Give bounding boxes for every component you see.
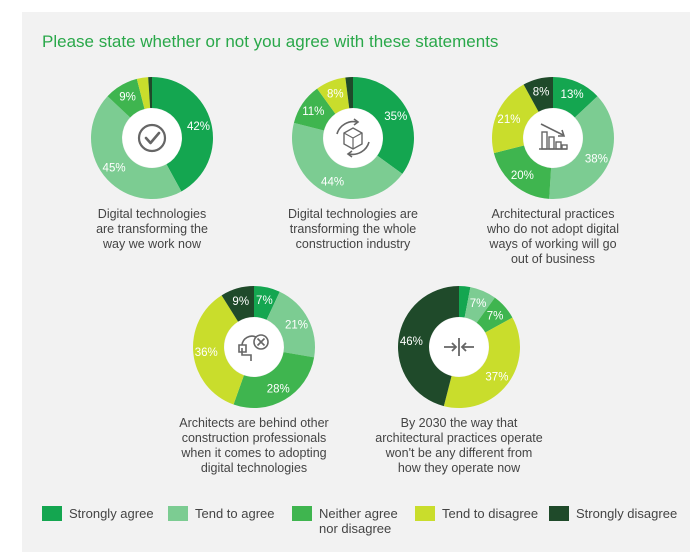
slice-value-label: 37% <box>485 371 508 383</box>
slice-value-label: 21% <box>497 114 520 126</box>
donut-slice-tend-to-agree <box>464 287 495 323</box>
slice-value-label: 9% <box>119 92 136 104</box>
legend-label: Tend to disagree <box>442 506 539 521</box>
donut-slice-strongly-agree <box>353 77 414 174</box>
donut-slice-tend-to-agree <box>91 96 182 199</box>
caption-line: transforming the whole <box>289 222 417 236</box>
donut-chart-2030-no-different: 7%7% 37% 46% <box>398 286 520 408</box>
legend-label: Strongly agree <box>69 506 154 521</box>
legend-label-line2: nor disagree <box>319 521 392 536</box>
donut-slice-tend-to-disagree <box>136 77 151 109</box>
donut-slice-tend-to-agree <box>549 96 614 199</box>
caption-line: out of business <box>510 252 596 266</box>
caption-2030-no-different: By 2030 the way that architectural practi… <box>354 416 564 476</box>
slice-value-label: 45% <box>103 162 126 174</box>
donut-slice-strongly-disagree <box>345 77 353 109</box>
donut-slice-strongly-disagree <box>221 286 254 322</box>
donut-slice-neither <box>233 352 315 408</box>
caption-line: who do not adopt digital <box>486 222 620 236</box>
slice-value-label: 7% <box>487 310 504 322</box>
donut-slice-strongly-disagree <box>398 286 459 407</box>
caption-line: architectural practices operate <box>375 431 543 445</box>
slice-value-label: 13% <box>561 89 584 101</box>
donut-hole <box>224 317 284 377</box>
donut-chart-architects-behind: 7% 21% 28% 36% 9% <box>193 286 315 408</box>
slice-value-label: 7% <box>470 298 487 310</box>
donut-chart-out-of-business: 13% 38% 20% 21% 8% <box>492 77 614 199</box>
donut-hole <box>122 108 182 168</box>
survey-panel: Please state whether or not you agree wi… <box>22 12 690 552</box>
caption-construction-industry: Digital technologies are transforming the… <box>248 207 458 252</box>
donut-slice-strongly-agree <box>459 286 471 318</box>
caption-line: Digital technologies <box>97 207 207 221</box>
caption-out-of-business: Architectural practices who do not adopt … <box>448 207 658 267</box>
slice-value-label: 28% <box>267 383 290 395</box>
slice-value-label: 8% <box>533 87 550 99</box>
donut-chart-digital-transforming-work: 42% 45% 9% <box>91 77 213 199</box>
donut-slice-tend-to-agree <box>266 291 315 358</box>
donut-slice-strongly-agree <box>553 77 598 118</box>
donut-slice-neither <box>107 78 145 118</box>
legend-swatch <box>168 506 188 521</box>
caption-line: ways of working will go <box>489 237 617 251</box>
caption-line: way we work now <box>103 237 201 251</box>
caption-line: how they operate now <box>397 461 521 475</box>
donut-hole <box>523 108 583 168</box>
caption-line: construction professionals <box>181 431 327 445</box>
chart-title: Please state whether or not you agree wi… <box>42 32 499 51</box>
donut-hole <box>429 317 489 377</box>
donut-slice-tend-to-disagree <box>317 77 350 114</box>
slice-value-label: 21% <box>285 320 308 332</box>
donut-slice-strongly-disagree <box>148 77 152 109</box>
caption-line: are transforming the <box>96 222 208 236</box>
legend: Strongly agree Tend to agree Neither agr… <box>22 500 690 550</box>
slice-value-label: 8% <box>327 88 344 100</box>
slice-value-label: 36% <box>195 347 218 359</box>
donut-hole <box>323 108 383 168</box>
caption-architects-behind: Architects are behind other construction … <box>149 416 359 476</box>
caption-digital-transforming-work: Digital technologies are transforming the… <box>47 207 257 252</box>
legend-label: Tend to agree <box>195 506 275 521</box>
slice-value-label: 35% <box>384 111 407 123</box>
legend-swatch <box>292 506 312 521</box>
donut-slice-neither <box>476 297 513 333</box>
donut-slice-strongly-agree <box>254 286 280 320</box>
caption-line: digital technologies <box>200 461 308 475</box>
slice-value-label: 38% <box>585 153 608 165</box>
legend-swatch <box>42 506 62 521</box>
donut-slice-neither <box>493 145 552 199</box>
slice-value-label: 11% <box>302 106 324 118</box>
legend-label: Neither agree nor disagree <box>319 506 398 536</box>
caption-line: By 2030 the way that <box>400 416 518 430</box>
slice-value-label: 42% <box>187 121 210 133</box>
caption-line: Architectural practices <box>491 207 615 221</box>
caption-line: when it comes to adopting <box>181 446 327 460</box>
caption-line: Digital technologies are <box>288 207 418 221</box>
donut-slice-strongly-agree <box>152 77 213 192</box>
legend-label-line1: Neither agree <box>319 506 398 521</box>
caption-line: construction industry <box>295 237 411 251</box>
donut-slice-tend-to-disagree <box>443 317 520 408</box>
legend-label: Strongly disagree <box>576 506 678 521</box>
donut-slice-tend-to-disagree <box>492 84 539 154</box>
slice-value-label: 20% <box>511 170 534 182</box>
caption-line: Architects are behind other <box>179 416 329 430</box>
legend-swatch <box>549 506 569 521</box>
donut-chart-construction-industry: 35% 44% 11%8% <box>292 77 414 199</box>
donut-slice-neither <box>293 88 336 131</box>
slice-value-label: 7% <box>256 295 273 307</box>
slice-value-label: 46% <box>400 336 423 348</box>
donut-slice-tend-to-agree <box>292 122 403 199</box>
legend-swatch <box>415 506 435 521</box>
slice-value-label: 44% <box>321 176 344 188</box>
donut-slice-strongly-disagree <box>523 77 553 112</box>
slice-value-label: 9% <box>232 296 249 308</box>
donut-slice-tend-to-disagree <box>193 295 244 405</box>
caption-line: won't be any different from <box>385 446 533 460</box>
